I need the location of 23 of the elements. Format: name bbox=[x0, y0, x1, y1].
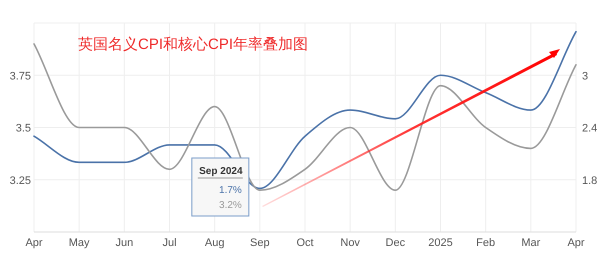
x-tick-label: Feb bbox=[476, 237, 496, 249]
y2-tick-label: 3 bbox=[582, 70, 588, 82]
x-tick-label: Jul bbox=[162, 237, 177, 249]
x-tick-label: Mar bbox=[521, 237, 541, 249]
x-tick-label: May bbox=[68, 237, 90, 249]
x-tick-label: 2025 bbox=[428, 237, 453, 249]
y2-tick-label: 1.8 bbox=[582, 174, 598, 187]
x-tick-label: Dec bbox=[386, 237, 406, 249]
y2-tick-label: 2.4 bbox=[582, 122, 598, 134]
text: 英国名义CPI和核心CPI年率叠加图 bbox=[78, 36, 308, 53]
x-tick-label: Oct bbox=[296, 237, 314, 249]
y-tick-label: 3.5 bbox=[16, 122, 31, 134]
x-tick-label: Aug bbox=[204, 237, 224, 249]
x-tick-label: Jun bbox=[115, 237, 134, 249]
x-tick-label: Nov bbox=[340, 237, 360, 249]
y-tick-label: 3.75 bbox=[10, 70, 31, 82]
x-tick-label: Apr bbox=[25, 237, 43, 249]
x-tick-label: Sep bbox=[250, 237, 270, 249]
x-tick-label: Apr bbox=[567, 237, 585, 249]
y-tick-label: 3.25 bbox=[10, 174, 31, 187]
annotation: 3.2% bbox=[219, 200, 242, 211]
annotation: Sep 2024 bbox=[199, 166, 243, 177]
annotation: 1.7% bbox=[219, 185, 242, 196]
